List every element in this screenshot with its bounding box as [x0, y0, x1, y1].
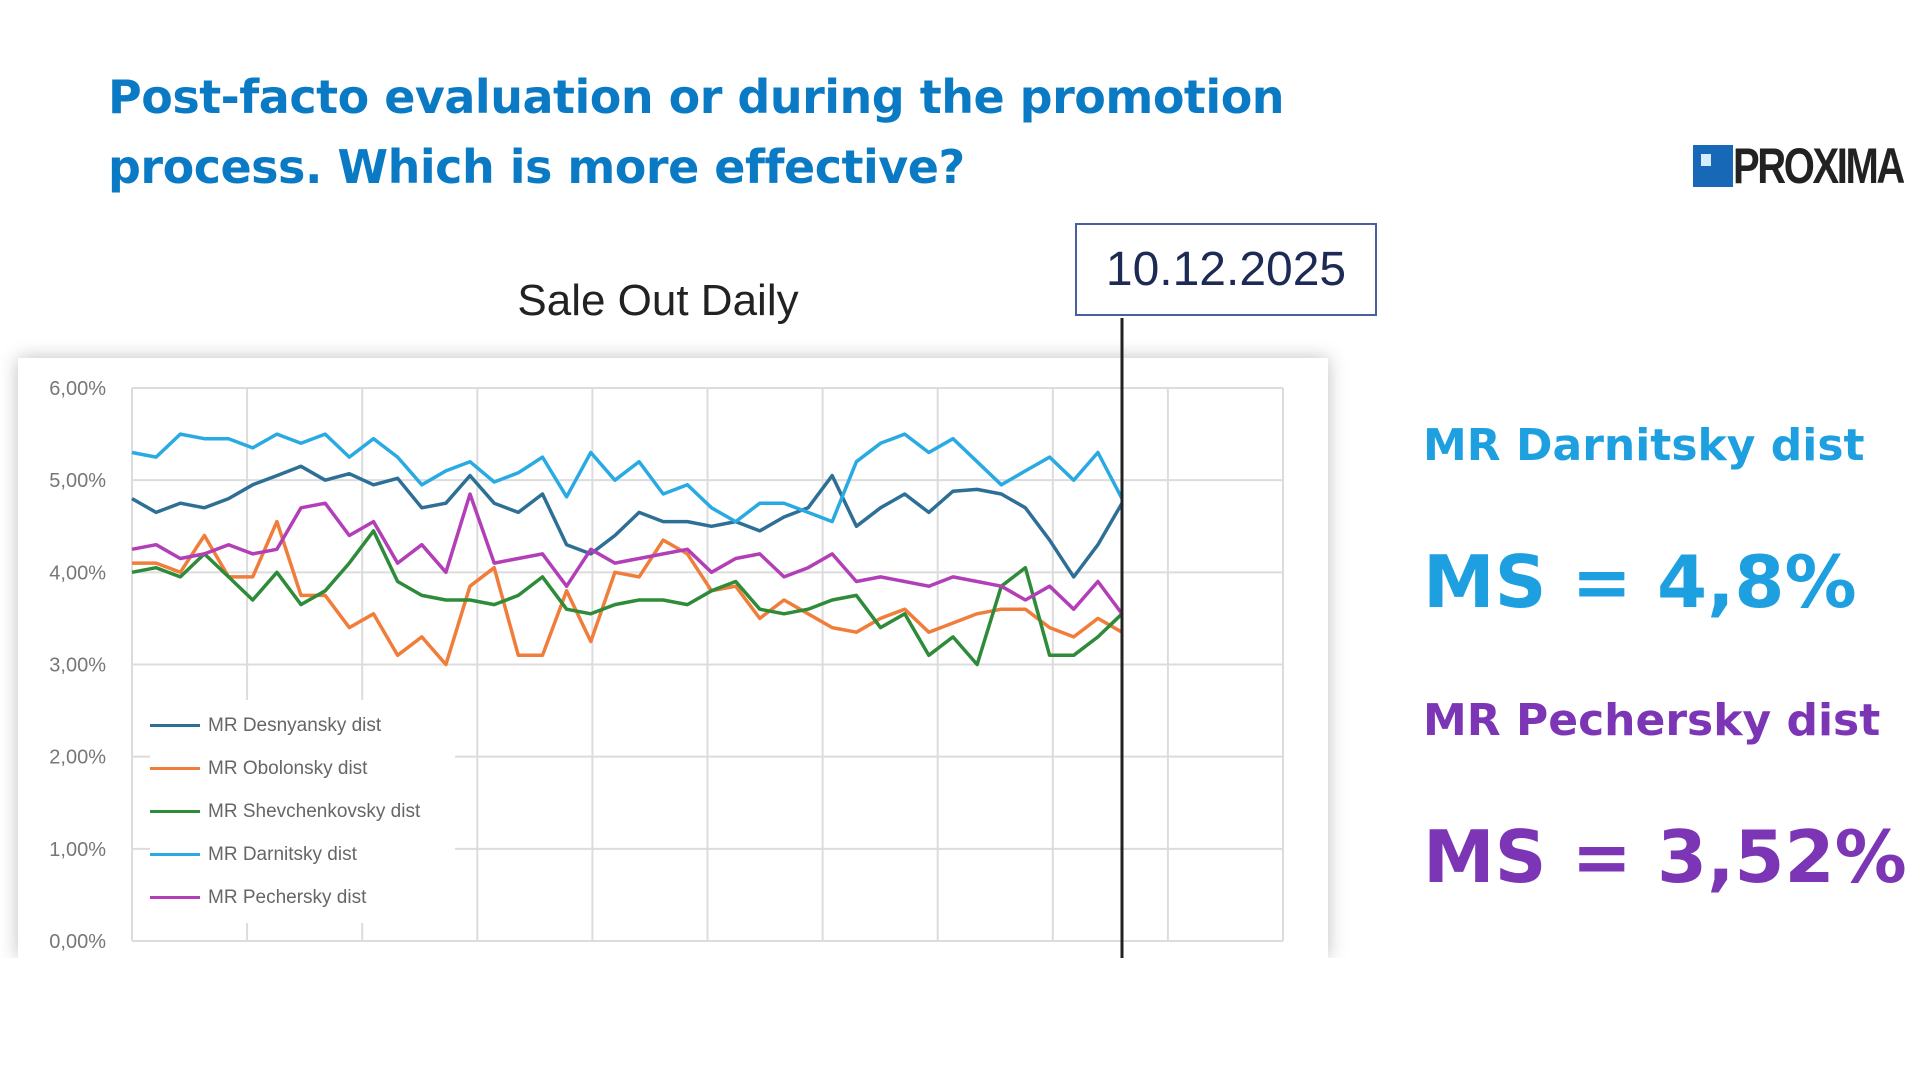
series-line-mr-obolonsky-dist: [132, 519, 1123, 667]
title-line-2: process. Which is more effective?: [108, 140, 965, 194]
legend-swatch: [150, 767, 200, 770]
pechersky-value: MS = 3,52%: [1423, 815, 1907, 899]
y-tick-label: 0,00%: [49, 931, 106, 953]
y-tick-label: 4,00%: [49, 562, 106, 584]
pechersky-label: MR Pechersky dist: [1423, 695, 1881, 746]
logo-mark-icon: [1693, 145, 1733, 187]
proxima-logo: PROXIMA: [1693, 138, 1920, 194]
y-tick-label: 6,00%: [49, 378, 106, 400]
series-line-mr-shevchenkovsky-dist: [131, 529, 1124, 667]
legend-label: MR Obolonsky dist: [208, 757, 368, 779]
legend-label: MR Shevchenkovsky dist: [208, 800, 421, 822]
legend-item: MR Obolonsky dist: [150, 747, 455, 790]
series-line-mr-darnitsky-dist: [131, 432, 1124, 524]
title-line-1: Post-facto evaluation or during the prom…: [108, 70, 1285, 124]
legend-swatch: [150, 810, 200, 813]
legend-item: MR Darnitsky dist: [150, 833, 455, 876]
logo-text: PROXIMA: [1733, 138, 1905, 194]
legend-swatch: [150, 853, 200, 856]
series-line-mr-desnyansky-dist: [131, 464, 1124, 579]
y-tick-label: 3,00%: [49, 655, 106, 677]
legend-swatch: [150, 896, 200, 899]
slide-title: Post-facto evaluation or during the prom…: [108, 62, 1285, 202]
legend-item: MR Pechersky dist: [150, 876, 455, 919]
legend-item: MR Desnyansky dist: [150, 704, 455, 747]
legend-label: MR Pechersky dist: [208, 886, 367, 908]
y-tick-label: 1,00%: [49, 839, 106, 861]
y-tick-label: 5,00%: [49, 470, 106, 492]
chart-legend: MR Desnyansky dist MR Obolonsky dist MR Sh…: [150, 700, 455, 923]
y-tick-label: 2,00%: [49, 747, 106, 769]
legend-item: MR Shevchenkovsky dist: [150, 790, 455, 833]
bottom-margin: [0, 958, 1920, 1080]
legend-swatch: [150, 724, 200, 727]
date-marker-label: 10.12.2025: [1075, 223, 1377, 316]
legend-label: MR Darnitsky dist: [208, 843, 357, 865]
legend-label: MR Desnyansky dist: [208, 714, 382, 736]
darnitsky-value: MS = 4,8%: [1423, 540, 1857, 624]
chart-title: Sale Out Daily: [517, 276, 799, 325]
darnitsky-label: MR Darnitsky dist: [1423, 420, 1865, 471]
series-line-mr-pechersky-dist: [131, 492, 1124, 615]
